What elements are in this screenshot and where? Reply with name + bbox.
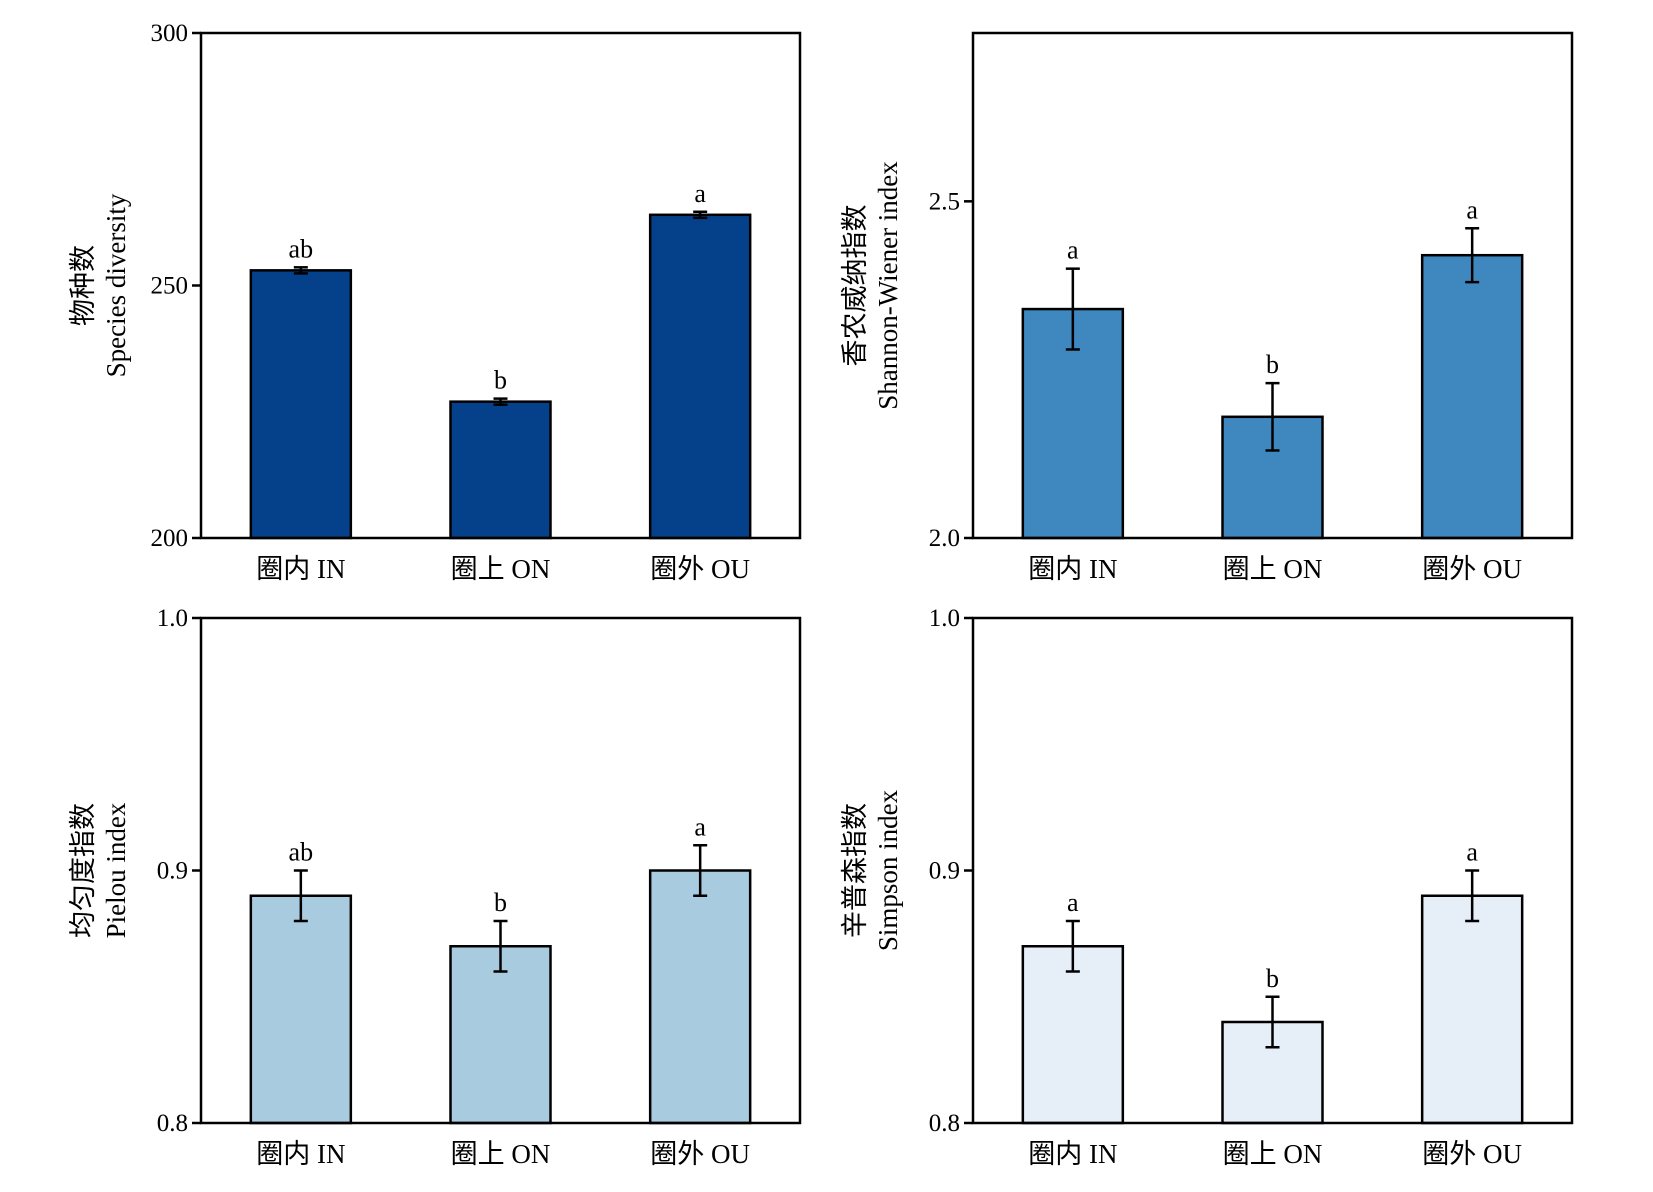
x-tick-label: 圈内 IN bbox=[1028, 1139, 1117, 1169]
significance-label: b bbox=[494, 366, 507, 395]
significance-label: ab bbox=[289, 838, 314, 867]
x-tick-label: 圈上 ON bbox=[451, 1139, 551, 1169]
x-tick-label: 圈内 IN bbox=[1028, 554, 1117, 584]
y-tick-label: 0.9 bbox=[929, 858, 960, 885]
significance-label: a bbox=[694, 179, 706, 208]
bar bbox=[249, 269, 353, 540]
x-tick-label: 圈内 IN bbox=[256, 1139, 345, 1169]
bar bbox=[1420, 253, 1524, 540]
y-tick-label: 1.0 bbox=[157, 605, 188, 632]
y-tick-label: 0.8 bbox=[929, 1110, 960, 1137]
y-tick-label: 2.0 bbox=[929, 525, 960, 552]
y-tick-label: 0.9 bbox=[157, 858, 188, 885]
x-tick-label: 圈上 ON bbox=[1223, 554, 1323, 584]
plot-frame bbox=[971, 31, 1574, 540]
panel-0: ab 圈内 IN b 圈上 ON a 圈外 OU 200 250 300 物种数 Species d… bbox=[68, 20, 802, 584]
bar bbox=[1420, 894, 1524, 1125]
y-axis-title-en: Species diversity bbox=[101, 193, 131, 377]
significance-label: b bbox=[494, 888, 507, 917]
bar bbox=[1021, 945, 1125, 1125]
y-tick-label: 200 bbox=[151, 525, 189, 552]
x-tick-label: 圈外 OU bbox=[1422, 1139, 1522, 1169]
y-axis-title-zh: 香农威纳指数 bbox=[840, 205, 870, 367]
x-tick-label: 圈上 ON bbox=[451, 554, 551, 584]
y-tick-label: 250 bbox=[151, 273, 189, 300]
y-axis-title-zh: 均匀度指数 bbox=[68, 803, 98, 938]
panel-2: ab 圈内 IN b 圈上 ON a 圈外 OU 0.8 0.9 1.0 均匀度指数 Pielou … bbox=[68, 605, 802, 1169]
bar bbox=[249, 894, 353, 1125]
significance-label: a bbox=[1466, 195, 1478, 224]
y-tick-label: 2.5 bbox=[929, 188, 960, 215]
y-axis-title-en: Simpson index bbox=[873, 789, 903, 951]
x-tick-label: 圈上 ON bbox=[1223, 1139, 1323, 1169]
y-axis-title-zh: 辛普森指数 bbox=[840, 803, 870, 938]
significance-label: ab bbox=[289, 234, 314, 263]
x-tick-label: 圈外 OU bbox=[1422, 554, 1522, 584]
y-tick-label: 0.8 bbox=[157, 1110, 188, 1137]
significance-label: a bbox=[1466, 838, 1478, 867]
bar bbox=[648, 869, 752, 1125]
panel-3: a 圈内 IN b 圈上 ON a 圈外 OU 0.8 0.9 1.0 辛普森指数 Simpson … bbox=[840, 605, 1574, 1169]
significance-label: b bbox=[1266, 350, 1279, 379]
y-axis-title-en: Shannon-Wiener index bbox=[873, 161, 903, 410]
significance-label: a bbox=[1067, 236, 1079, 265]
significance-label: a bbox=[694, 812, 706, 841]
panel-1: a 圈内 IN b 圈上 ON a 圈外 OU 2.0 2.5 香农威纳指数 Shannon-Wi… bbox=[840, 31, 1574, 584]
bar bbox=[449, 945, 552, 1125]
significance-label: b bbox=[1266, 964, 1279, 993]
y-axis-title-zh: 物种数 bbox=[68, 245, 98, 326]
y-tick-label: 300 bbox=[151, 20, 189, 47]
x-tick-label: 圈外 OU bbox=[650, 1139, 750, 1169]
x-tick-label: 圈外 OU bbox=[650, 554, 750, 584]
bar bbox=[648, 213, 752, 540]
significance-label: a bbox=[1067, 888, 1079, 917]
y-tick-label: 1.0 bbox=[929, 605, 960, 632]
x-tick-label: 圈内 IN bbox=[256, 554, 345, 584]
bar bbox=[449, 400, 552, 540]
y-axis-title-en: Pielou index bbox=[101, 802, 131, 938]
